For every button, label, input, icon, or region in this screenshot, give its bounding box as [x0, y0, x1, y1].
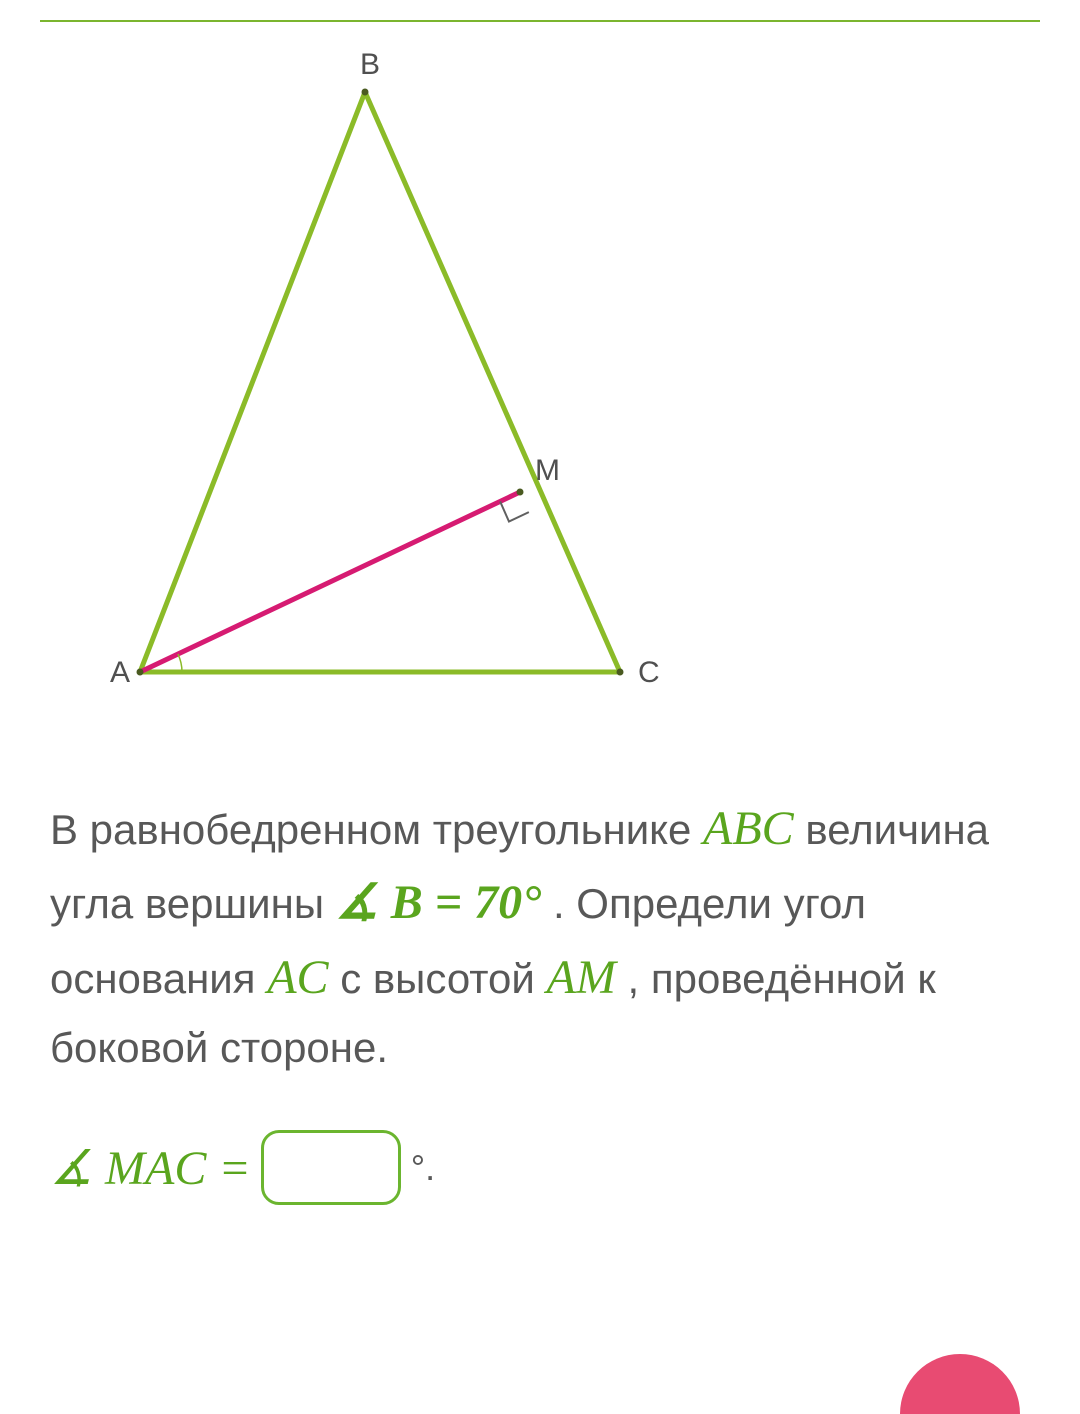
- text-prefix1: В равнобедренном треугольнике: [50, 806, 703, 853]
- text-mid3: с высотой: [340, 955, 546, 1002]
- top-divider: [40, 20, 1040, 22]
- svg-text:A: A: [110, 656, 130, 689]
- answer-row: ∡ MAC = °.: [40, 1130, 1040, 1205]
- svg-text:M: M: [535, 454, 560, 487]
- answer-angle-label: ∡ MAC =: [50, 1140, 251, 1196]
- svg-text:B: B: [360, 52, 380, 81]
- svg-text:C: C: [638, 656, 660, 689]
- triangle-diagram: A B C M: [80, 52, 700, 752]
- help-button[interactable]: [900, 1354, 1020, 1414]
- angle-b-expr: ∡ B = 70°: [336, 876, 542, 929]
- degree-suffix: °.: [411, 1147, 435, 1189]
- var-am: AM: [547, 951, 616, 1004]
- problem-text: В равнобедренном треугольнике ABC величи…: [40, 792, 1040, 1080]
- answer-input[interactable]: [261, 1130, 401, 1205]
- var-ac: AC: [267, 951, 328, 1004]
- var-abc: ABC: [703, 802, 794, 855]
- diagram-container: A B C M: [40, 52, 1040, 752]
